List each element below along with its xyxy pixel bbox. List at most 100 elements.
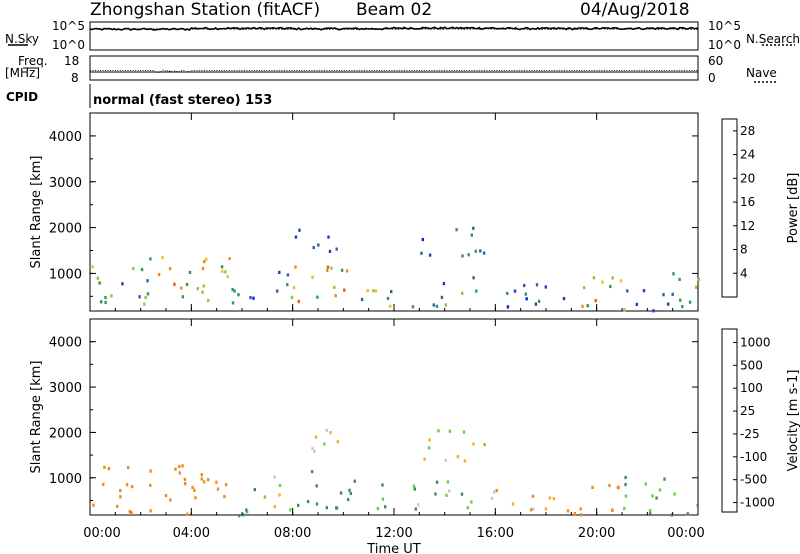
power-cell [196, 287, 199, 291]
cpid-value: normal (fast stereo) 153 [93, 93, 273, 108]
velocity-cell [573, 512, 576, 516]
velocity-cell [696, 504, 699, 508]
power-cell [146, 292, 150, 296]
velocity-cell [644, 482, 647, 486]
power-cell [334, 294, 337, 298]
velocity-cell [623, 506, 626, 511]
velocity-cell [580, 513, 583, 517]
velocity-cell [428, 438, 431, 442]
power-cell [432, 303, 435, 307]
power-cell [524, 292, 527, 296]
power-cell [442, 282, 446, 286]
velocity-cell [92, 503, 95, 507]
power-cell [161, 256, 164, 260]
power-cell [440, 295, 444, 299]
power-cell [220, 265, 224, 269]
power-cell [411, 305, 415, 309]
velocity-cell [164, 494, 168, 498]
power-colorbar-label: 20 [740, 171, 755, 185]
power-cell [420, 251, 423, 255]
x-tick-label: 20:00 [578, 526, 615, 541]
velocity-cell [448, 489, 451, 493]
velocity-cell [616, 485, 620, 489]
velocity-cell [191, 485, 194, 489]
power-cell [581, 304, 584, 308]
power-cell [333, 285, 336, 289]
power-cell [678, 277, 681, 281]
velocity-cell [119, 495, 122, 499]
power-cell [201, 290, 204, 294]
nsearch-label: N.Search [746, 32, 800, 46]
date-label: 04/Aug/2018 [580, 0, 690, 20]
power-colorbar-label: 12 [740, 219, 755, 233]
power-cell [185, 282, 189, 287]
nsearch-tick-bottom: 10^0 [708, 38, 741, 52]
velocity-cell [184, 482, 187, 486]
velocity-cell [648, 509, 652, 513]
power-data-layer [91, 226, 701, 313]
velocity-cell [414, 507, 417, 511]
power-cell [506, 305, 510, 309]
power-cell [360, 297, 364, 302]
velocity-cell [216, 487, 220, 491]
power-cell [180, 286, 183, 290]
power-cell [143, 302, 146, 306]
velocity-cell [289, 508, 292, 512]
velocity-cell [315, 484, 318, 488]
velocity-cell [273, 505, 276, 509]
velocity-cell [183, 477, 187, 481]
power-cell [343, 288, 346, 292]
power-colorbar-label: 28 [740, 124, 755, 138]
velocity-cell [417, 503, 420, 507]
velocity-cell [648, 511, 652, 515]
x-axis-label: Time UT [366, 542, 420, 554]
power-cell [611, 276, 614, 280]
velocity-cell [242, 513, 245, 517]
velocity-colorbar-label: -100 [740, 450, 767, 464]
nsky-panel-frame [89, 21, 699, 51]
power-ylabel: Slant Range [km] [29, 156, 44, 269]
power-cell [294, 235, 298, 239]
velocity-cell [490, 496, 494, 501]
velocity-cell [127, 466, 130, 470]
velocity-cell [129, 510, 133, 514]
power-cell [326, 265, 330, 269]
velocity-ytick-label: 3000 [49, 381, 82, 396]
velocity-ytick-label: 2000 [49, 426, 82, 441]
power-cell [662, 293, 665, 297]
power-cell [340, 268, 344, 272]
power-colorbar-label: 24 [740, 148, 755, 162]
power-cell [667, 302, 670, 306]
velocity-colorbar-label: -25 [740, 427, 760, 441]
velocity-cell [186, 512, 189, 516]
velocity-cell [353, 479, 356, 483]
velocity-cell [437, 429, 440, 433]
velocity-cell [119, 489, 122, 493]
power-cell [110, 294, 113, 298]
power-cell [582, 286, 586, 290]
power-cell [455, 228, 458, 232]
velocity-cell [149, 483, 152, 487]
power-cell [671, 292, 674, 296]
velocity-cell [651, 494, 654, 498]
velocity-cell [511, 502, 515, 506]
nsearch-series [89, 28, 699, 31]
freq-label: Freq. [18, 54, 48, 68]
power-cell [202, 284, 205, 288]
power-ytick-label: 4000 [49, 130, 82, 145]
power-cell [100, 300, 103, 304]
power-cell [697, 277, 701, 282]
velocity-cell [149, 469, 152, 473]
velocity-cell [325, 428, 328, 433]
velocity-cell [349, 491, 352, 496]
power-cell [224, 270, 227, 274]
velocity-cell [427, 446, 431, 450]
freq-panel-frame [89, 55, 699, 81]
power-cell [249, 296, 252, 300]
power-cell [231, 287, 234, 292]
velocity-cell [444, 458, 447, 462]
power-cell [592, 276, 596, 280]
freq-tick-top: 18 [64, 54, 80, 68]
power-cell [96, 276, 100, 280]
